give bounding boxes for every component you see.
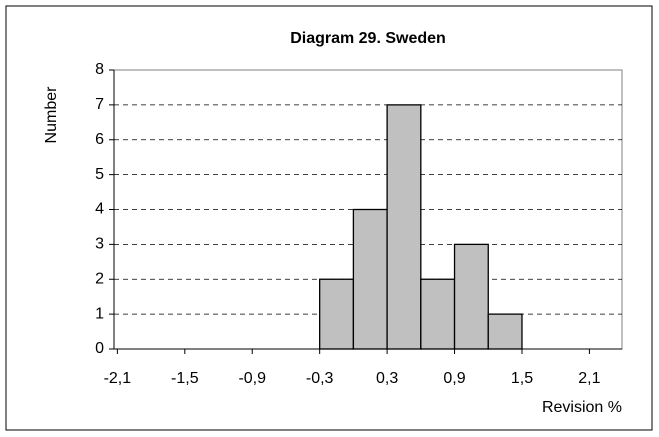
- bar: [319, 278, 355, 350]
- y-axis-label: Number: [43, 86, 60, 144]
- x-tick-label: -1,5: [171, 370, 199, 387]
- x-tick-label: -0,3: [306, 370, 334, 387]
- x-tick-label: -0,9: [238, 370, 266, 387]
- y-tick-label: 8: [95, 61, 104, 78]
- y-tick-label: 1: [95, 305, 104, 322]
- x-tick-label: 0,3: [376, 370, 398, 387]
- chart-title: Diagram 29. Sweden: [290, 30, 446, 47]
- bar: [487, 313, 523, 350]
- y-tick-label: 6: [95, 131, 104, 148]
- x-tick-label: 2,1: [578, 370, 600, 387]
- x-tick-label: 0,9: [443, 370, 465, 387]
- y-tick-label: 5: [95, 166, 104, 183]
- y-tick-label: 4: [95, 201, 104, 218]
- bar: [453, 243, 489, 350]
- bar: [420, 278, 456, 350]
- y-tick-label: 2: [95, 270, 104, 287]
- x-tick-label: -2,1: [104, 370, 132, 387]
- bar: [386, 104, 422, 350]
- y-tick-label: 0: [95, 340, 104, 357]
- y-tick-label: 3: [95, 236, 104, 253]
- bar: [352, 208, 388, 350]
- y-tick-label: 7: [95, 96, 104, 113]
- x-tick-label: 1,5: [511, 370, 533, 387]
- x-axis-label: Revision %: [542, 399, 622, 416]
